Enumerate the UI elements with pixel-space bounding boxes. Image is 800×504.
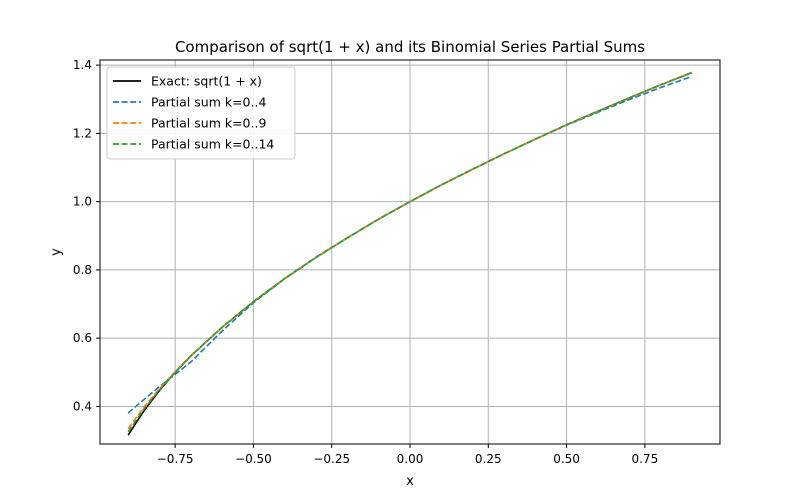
x-tick-label: 0.00 — [397, 452, 424, 466]
y-tick-label: 0.8 — [73, 263, 92, 277]
y-tick-label: 1.0 — [73, 195, 92, 209]
x-tick-label: −0.25 — [313, 452, 350, 466]
legend-label: Partial sum k=0..4 — [151, 95, 266, 110]
series-group — [127, 71, 693, 436]
y-axis-ticks: 0.4 0.6 0.8 1.0 1.2 1.4 — [73, 58, 100, 413]
y-tick-label: 0.4 — [73, 399, 92, 413]
x-axis-label: x — [406, 474, 414, 489]
y-tick-label: 1.4 — [73, 58, 92, 72]
x-tick-label: 0.75 — [631, 452, 658, 466]
legend-label: Partial sum k=0..14 — [151, 137, 274, 152]
legend-label: Exact: sqrt(1 + x) — [151, 74, 262, 89]
series-line-3 — [127, 71, 693, 433]
legend-label: Partial sum k=0..9 — [151, 116, 266, 131]
y-tick-label: 1.2 — [73, 126, 92, 140]
x-tick-label: −0.50 — [235, 452, 272, 466]
legend-box — [106, 66, 296, 160]
x-tick-label: 0.50 — [553, 452, 580, 466]
legend: Exact: sqrt(1 + x) Partial sum k=0..4 Part… — [106, 66, 296, 160]
chart-title: Comparison of sqrt(1 + x) and its Binomi… — [175, 38, 645, 56]
x-axis-ticks: −0.75 −0.50 −0.25 0.00 0.25 0.50 0.75 — [157, 444, 658, 466]
y-tick-label: 0.6 — [73, 331, 92, 345]
x-tick-label: 0.25 — [475, 452, 502, 466]
y-axis-label: y — [49, 248, 64, 256]
x-tick-label: −0.75 — [157, 452, 194, 466]
